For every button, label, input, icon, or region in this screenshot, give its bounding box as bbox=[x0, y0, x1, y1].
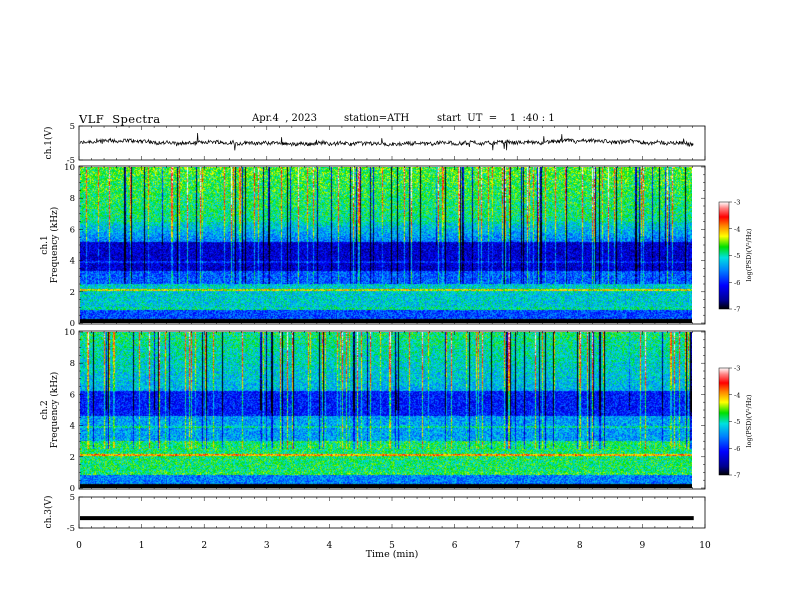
ch2-spectrogram-image bbox=[80, 332, 692, 488]
ch1-spectrogram-tick-label: 6 bbox=[70, 225, 75, 235]
ch2-spectrogram-ylabel-line2: Frequency (kHz) bbox=[49, 372, 60, 449]
ch1-spectrogram-ylabel-line2: Frequency (kHz) bbox=[49, 207, 60, 284]
x-tick-label: 8 bbox=[577, 541, 583, 551]
ch3-waveform-tick-label: 5 bbox=[70, 493, 75, 503]
ch2-spectrogram-tick-label: 10 bbox=[64, 328, 75, 338]
ch1-spectrogram-tick-label: 2 bbox=[70, 288, 75, 298]
ch3-waveform-ylabel: ch.3(V) bbox=[43, 496, 54, 529]
ch2-spectrogram-ylabel-line1: ch.2 bbox=[40, 400, 50, 419]
ch3-waveform-frame bbox=[78, 496, 706, 529]
x-tick-label: 5 bbox=[389, 541, 395, 551]
ch1-waveform-tick-label: 5 bbox=[70, 122, 75, 132]
x-tick-label: 9 bbox=[640, 541, 646, 551]
ch1-waveform-line bbox=[79, 132, 694, 151]
ch1-waveform-ylabel: ch.1(V) bbox=[43, 127, 54, 160]
ch1-colorbar-tick-label: -7 bbox=[734, 306, 740, 314]
ch2-spectrogram-tick-label: 0 bbox=[70, 484, 75, 494]
start-time-label: start UT = 1 :40 : 1 bbox=[437, 113, 555, 124]
ch1-spectrogram-tick-label: 4 bbox=[70, 257, 75, 267]
ch2-colorbar-tick-label: -7 bbox=[734, 472, 740, 480]
ch2-colorbar-tick-label: -5 bbox=[734, 418, 740, 426]
ch2-colorbar-tick-label: -4 bbox=[734, 391, 740, 399]
x-tick-label: 1 bbox=[139, 541, 145, 551]
colorbar-ticks: -3 -4 -5 -6 -7 -3 -4 -5 -6 -7 bbox=[729, 199, 740, 480]
ch2-colorbar-tick-label: -3 bbox=[734, 365, 740, 373]
ch1-spectrogram-image bbox=[80, 167, 692, 323]
ch1-spectrogram-tick-label: 0 bbox=[70, 319, 75, 329]
x-tick-label: 6 bbox=[452, 541, 458, 551]
ch2-spectrogram-tick-label: 8 bbox=[70, 359, 75, 369]
ch1-colorbar-tick-label: -5 bbox=[734, 252, 740, 260]
x-tick-label: 4 bbox=[327, 541, 333, 551]
ch2-colorbar-label: log(PSD)(V²/Hz) bbox=[745, 394, 753, 447]
x-axis-label: Time (min) bbox=[366, 549, 419, 560]
x-tick-label: 2 bbox=[201, 541, 207, 551]
ch1-spectrogram-tick-label: 10 bbox=[64, 163, 75, 173]
ch2-spectrogram-tick-label: 4 bbox=[70, 422, 75, 432]
ch1-spectrogram-ylabel-line1: ch.1 bbox=[40, 235, 50, 254]
x-tick-label: 10 bbox=[699, 541, 711, 551]
ch3-waveform-tick-label: -5 bbox=[67, 524, 75, 534]
ch1-waveform-tick-label: -5 bbox=[67, 156, 75, 166]
station-label: station=ATH bbox=[344, 113, 410, 124]
ch1-colorbar-label: log(PSD)(V²/Hz) bbox=[745, 228, 753, 281]
date-label: Apr.4 , 2023 bbox=[252, 113, 318, 124]
x-tick-label: 3 bbox=[264, 541, 270, 551]
ch2-spectrogram-tick-label: 6 bbox=[70, 390, 75, 400]
ch1-colorbar-tick-label: -3 bbox=[734, 199, 740, 207]
ch1-spectrogram-tick-label: 8 bbox=[70, 194, 75, 204]
ch2-colorbar-tick-label: -6 bbox=[734, 445, 740, 453]
ch1-colorbar-tick-label: -4 bbox=[734, 225, 740, 233]
ch1-colorbar bbox=[718, 201, 730, 310]
chart-title: VLF Spectra bbox=[79, 112, 161, 126]
ch2-spectrogram-tick-label: 2 bbox=[70, 453, 75, 463]
x-tick-label: 7 bbox=[514, 541, 520, 551]
ch1-colorbar-tick-label: -6 bbox=[734, 279, 740, 287]
ch2-colorbar bbox=[718, 367, 730, 476]
x-tick-label: 0 bbox=[76, 541, 82, 551]
